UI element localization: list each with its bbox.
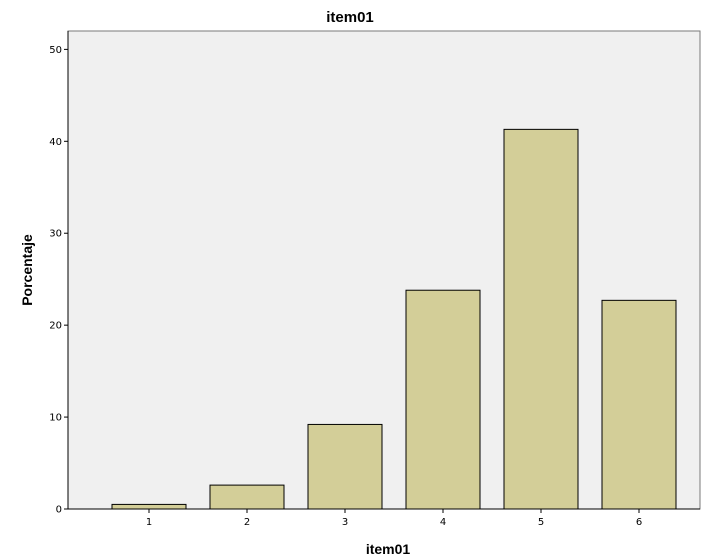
x-tick-label-2: 2 [244,517,250,528]
x-axis-title: item01 [366,541,411,557]
y-tick-label-10: 10 [49,413,62,424]
ticks-group: 0 10 20 30 40 50 1 2 3 4 5 6 [49,45,642,528]
bar-6 [601,299,677,510]
x-tick-label-5: 5 [538,517,544,528]
y-tick-label-30: 30 [49,229,62,240]
bars-group [111,128,677,510]
chart-title: item01 [326,9,374,26]
y-axis-title: Porcentaje [19,234,35,306]
axes-group [67,31,700,510]
x-tick-label-6: 6 [636,517,642,528]
bar-3 [307,423,383,510]
x-tick-label-1: 1 [146,517,152,528]
y-tick-label-0: 0 [56,505,62,516]
y-tick-label-50: 50 [49,45,62,56]
bar-2 [209,484,285,510]
x-tick-label-3: 3 [342,517,348,528]
bar-1 [111,503,187,510]
plot-area [67,30,701,510]
y-tick-label-40: 40 [49,137,62,148]
y-tick-label-20: 20 [49,321,62,332]
x-tick-label-4: 4 [440,517,446,528]
bar-5 [503,128,579,510]
bar-4 [405,289,481,510]
